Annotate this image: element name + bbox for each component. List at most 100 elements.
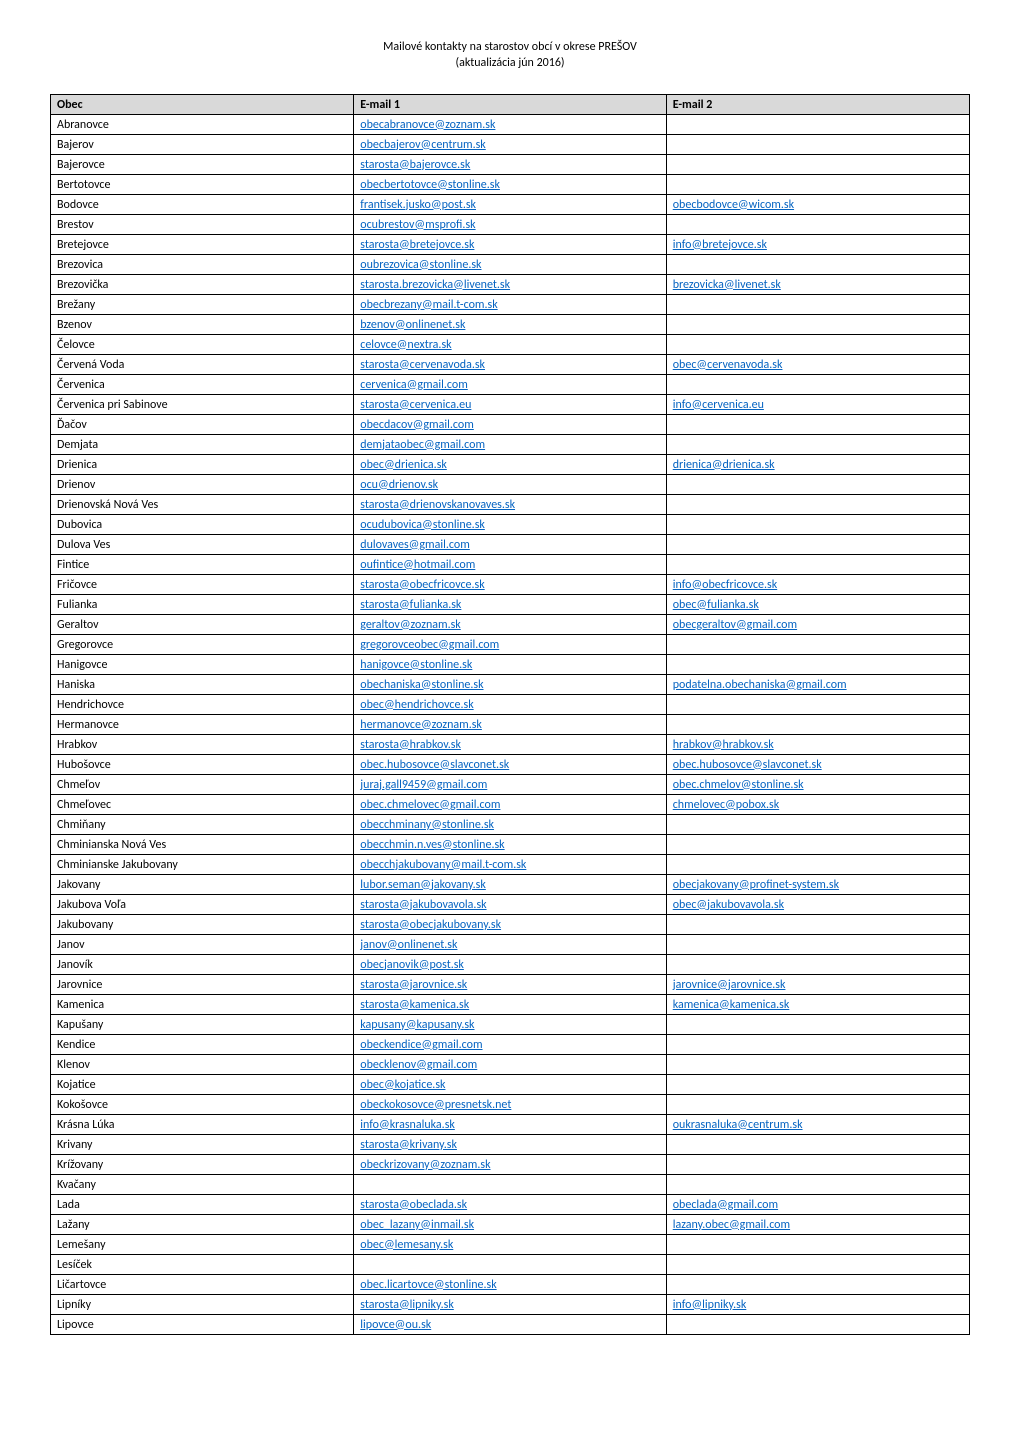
email-link[interactable]: janov@onlinenet.sk xyxy=(360,938,457,952)
email-link[interactable]: starosta@fulianka.sk xyxy=(360,598,461,612)
email-link[interactable]: obec.chmelov@stonline.sk xyxy=(673,778,804,792)
email-link[interactable]: demjataobec@gmail.com xyxy=(360,438,485,452)
email-link[interactable]: brezovicka@livenet.sk xyxy=(673,278,781,292)
cell-email1: obec_lazany@inmail.sk xyxy=(354,1215,666,1235)
email-link[interactable]: starosta@lipniky.sk xyxy=(360,1298,454,1312)
email-link[interactable]: frantisek.jusko@post.sk xyxy=(360,198,476,212)
email-link[interactable]: celovce@nextra.sk xyxy=(360,338,451,352)
email-link[interactable]: lubor.seman@jakovany.sk xyxy=(360,878,486,892)
email-link[interactable]: obec@lemesany.sk xyxy=(360,1238,453,1252)
email-link[interactable]: starosta@cervenavoda.sk xyxy=(360,358,485,372)
email-link[interactable]: starosta.brezovicka@livenet.sk xyxy=(360,278,510,292)
email-link[interactable]: obec@drienica.sk xyxy=(360,458,447,472)
table-row: Kojaticeobec@kojatice.sk xyxy=(51,1075,970,1095)
email-link[interactable]: obecbertotovce@stonline.sk xyxy=(360,178,500,192)
email-link[interactable]: podatelna.obechaniska@gmail.com xyxy=(673,678,847,692)
email-link[interactable]: info@lipniky.sk xyxy=(673,1298,747,1312)
email-link[interactable]: obeckrizovany@zoznam.sk xyxy=(360,1158,490,1172)
email-link[interactable]: kamenica@kamenica.sk xyxy=(673,998,790,1012)
email-link[interactable]: lipovce@ou.sk xyxy=(360,1318,431,1332)
cell-email2 xyxy=(666,1275,969,1295)
email-link[interactable]: obecbajerov@centrum.sk xyxy=(360,138,486,152)
email-link[interactable]: starosta@bretejovce.sk xyxy=(360,238,474,252)
cell-obec: Jakubovany xyxy=(51,915,354,935)
cell-email2 xyxy=(666,535,969,555)
email-link[interactable]: bzenov@onlinenet.sk xyxy=(360,318,465,332)
email-link[interactable]: obec@fulianka.sk xyxy=(673,598,759,612)
email-link[interactable]: obecchjakubovany@mail.t-com.sk xyxy=(360,858,526,872)
email-link[interactable]: starosta@obeclada.sk xyxy=(360,1198,467,1212)
email-link[interactable]: info@krasnaluka.sk xyxy=(360,1118,455,1132)
email-link[interactable]: hrabkov@hrabkov.sk xyxy=(673,738,774,752)
cell-email1: obecbertotovce@stonline.sk xyxy=(354,175,666,195)
email-link[interactable]: obecdacov@gmail.com xyxy=(360,418,474,432)
email-link[interactable]: obeclada@gmail.com xyxy=(673,1198,778,1212)
cell-obec: Lipovce xyxy=(51,1315,354,1335)
cell-email2 xyxy=(666,555,969,575)
email-link[interactable]: obec@cervenavoda.sk xyxy=(673,358,783,372)
table-row: Červená Vodastarosta@cervenavoda.skobec@… xyxy=(51,355,970,375)
email-link[interactable]: starosta@jarovnice.sk xyxy=(360,978,467,992)
email-link[interactable]: lazany.obec@gmail.com xyxy=(673,1218,790,1232)
email-link[interactable]: drienica@drienica.sk xyxy=(673,458,775,472)
email-link[interactable]: obecchmin.n.ves@stonline.sk xyxy=(360,838,504,852)
email-link[interactable]: gregorovceobec@gmail.com xyxy=(360,638,499,652)
email-link[interactable]: obec@hendrichovce.sk xyxy=(360,698,473,712)
email-link[interactable]: chmelovec@pobox.sk xyxy=(673,798,779,812)
email-link[interactable]: starosta@krivany.sk xyxy=(360,1138,457,1152)
email-link[interactable]: starosta@hrabkov.sk xyxy=(360,738,461,752)
email-link[interactable]: obec.chmelovec@gmail.com xyxy=(360,798,500,812)
email-link[interactable]: obechaniska@stonline.sk xyxy=(360,678,483,692)
email-link[interactable]: info@bretejovce.sk xyxy=(673,238,767,252)
email-link[interactable]: oukrasnaluka@centrum.sk xyxy=(673,1118,803,1132)
email-link[interactable]: geraltov@zoznam.sk xyxy=(360,618,461,632)
email-link[interactable]: kapusany@kapusany.sk xyxy=(360,1018,474,1032)
cell-email1: geraltov@zoznam.sk xyxy=(354,615,666,635)
cell-obec: Bodovce xyxy=(51,195,354,215)
email-link[interactable]: obec@jakubovavola.sk xyxy=(673,898,784,912)
email-link[interactable]: starosta@jakubovavola.sk xyxy=(360,898,486,912)
email-link[interactable]: hermanovce@zoznam.sk xyxy=(360,718,482,732)
email-link[interactable]: obecabranovce@zoznam.sk xyxy=(360,118,495,132)
cell-email2 xyxy=(666,655,969,675)
email-link[interactable]: juraj.gall9459@gmail.com xyxy=(360,778,487,792)
email-link[interactable]: starosta@obecjakubovany.sk xyxy=(360,918,501,932)
email-link[interactable]: dulovaves@gmail.com xyxy=(360,538,470,552)
email-link[interactable]: ocudubovica@stonline.sk xyxy=(360,518,485,532)
email-link[interactable]: obec_lazany@inmail.sk xyxy=(360,1218,474,1232)
cell-email2 xyxy=(666,515,969,535)
email-link[interactable]: obecchminany@stonline.sk xyxy=(360,818,494,832)
email-link[interactable]: obecklenov@gmail.com xyxy=(360,1058,477,1072)
email-link[interactable]: jarovnice@jarovnice.sk xyxy=(673,978,786,992)
email-link[interactable]: oufintice@hotmail.com xyxy=(360,558,475,572)
email-link[interactable]: obec@kojatice.sk xyxy=(360,1078,445,1092)
email-link[interactable]: info@cervenica.eu xyxy=(673,398,764,412)
email-link[interactable]: starosta@cervenica.eu xyxy=(360,398,471,412)
email-link[interactable]: oubrezovica@stonline.sk xyxy=(360,258,481,272)
email-link[interactable]: starosta@bajerovce.sk xyxy=(360,158,470,172)
email-link[interactable]: ocu@drienov.sk xyxy=(360,478,438,492)
email-link[interactable]: obecgeraltov@gmail.com xyxy=(673,618,797,632)
email-link[interactable]: obecbrezany@mail.t-com.sk xyxy=(360,298,497,312)
email-link[interactable]: obec.hubosovce@slavconet.sk xyxy=(360,758,509,772)
email-link[interactable]: obeckendice@gmail.com xyxy=(360,1038,482,1052)
cell-email1: ocubrestov@msprofi.sk xyxy=(354,215,666,235)
cell-obec: Chminianska Nová Ves xyxy=(51,835,354,855)
email-link[interactable]: hanigovce@stonline.sk xyxy=(360,658,472,672)
email-link[interactable]: obecbodovce@wicom.sk xyxy=(673,198,794,212)
email-link[interactable]: obeckokosovce@presnetsk.net xyxy=(360,1098,511,1112)
email-link[interactable]: ocubrestov@msprofi.sk xyxy=(360,218,475,232)
cell-email1: cervenica@gmail.com xyxy=(354,375,666,395)
email-link[interactable]: starosta@drienovskanovaves.sk xyxy=(360,498,515,512)
cell-email2 xyxy=(666,335,969,355)
email-link[interactable]: obec.hubosovce@slavconet.sk xyxy=(673,758,822,772)
email-link[interactable]: starosta@kamenica.sk xyxy=(360,998,469,1012)
email-link[interactable]: obecjanovik@post.sk xyxy=(360,958,464,972)
email-link[interactable]: info@obecfricovce.sk xyxy=(673,578,777,592)
email-link[interactable]: cervenica@gmail.com xyxy=(360,378,468,392)
table-row: Hendrichovceobec@hendrichovce.sk xyxy=(51,695,970,715)
email-link[interactable]: obecjakovany@profinet-system.sk xyxy=(673,878,839,892)
email-link[interactable]: starosta@obecfricovce.sk xyxy=(360,578,484,592)
email-link[interactable]: obec.licartovce@stonline.sk xyxy=(360,1278,496,1292)
cell-email2: hrabkov@hrabkov.sk xyxy=(666,735,969,755)
